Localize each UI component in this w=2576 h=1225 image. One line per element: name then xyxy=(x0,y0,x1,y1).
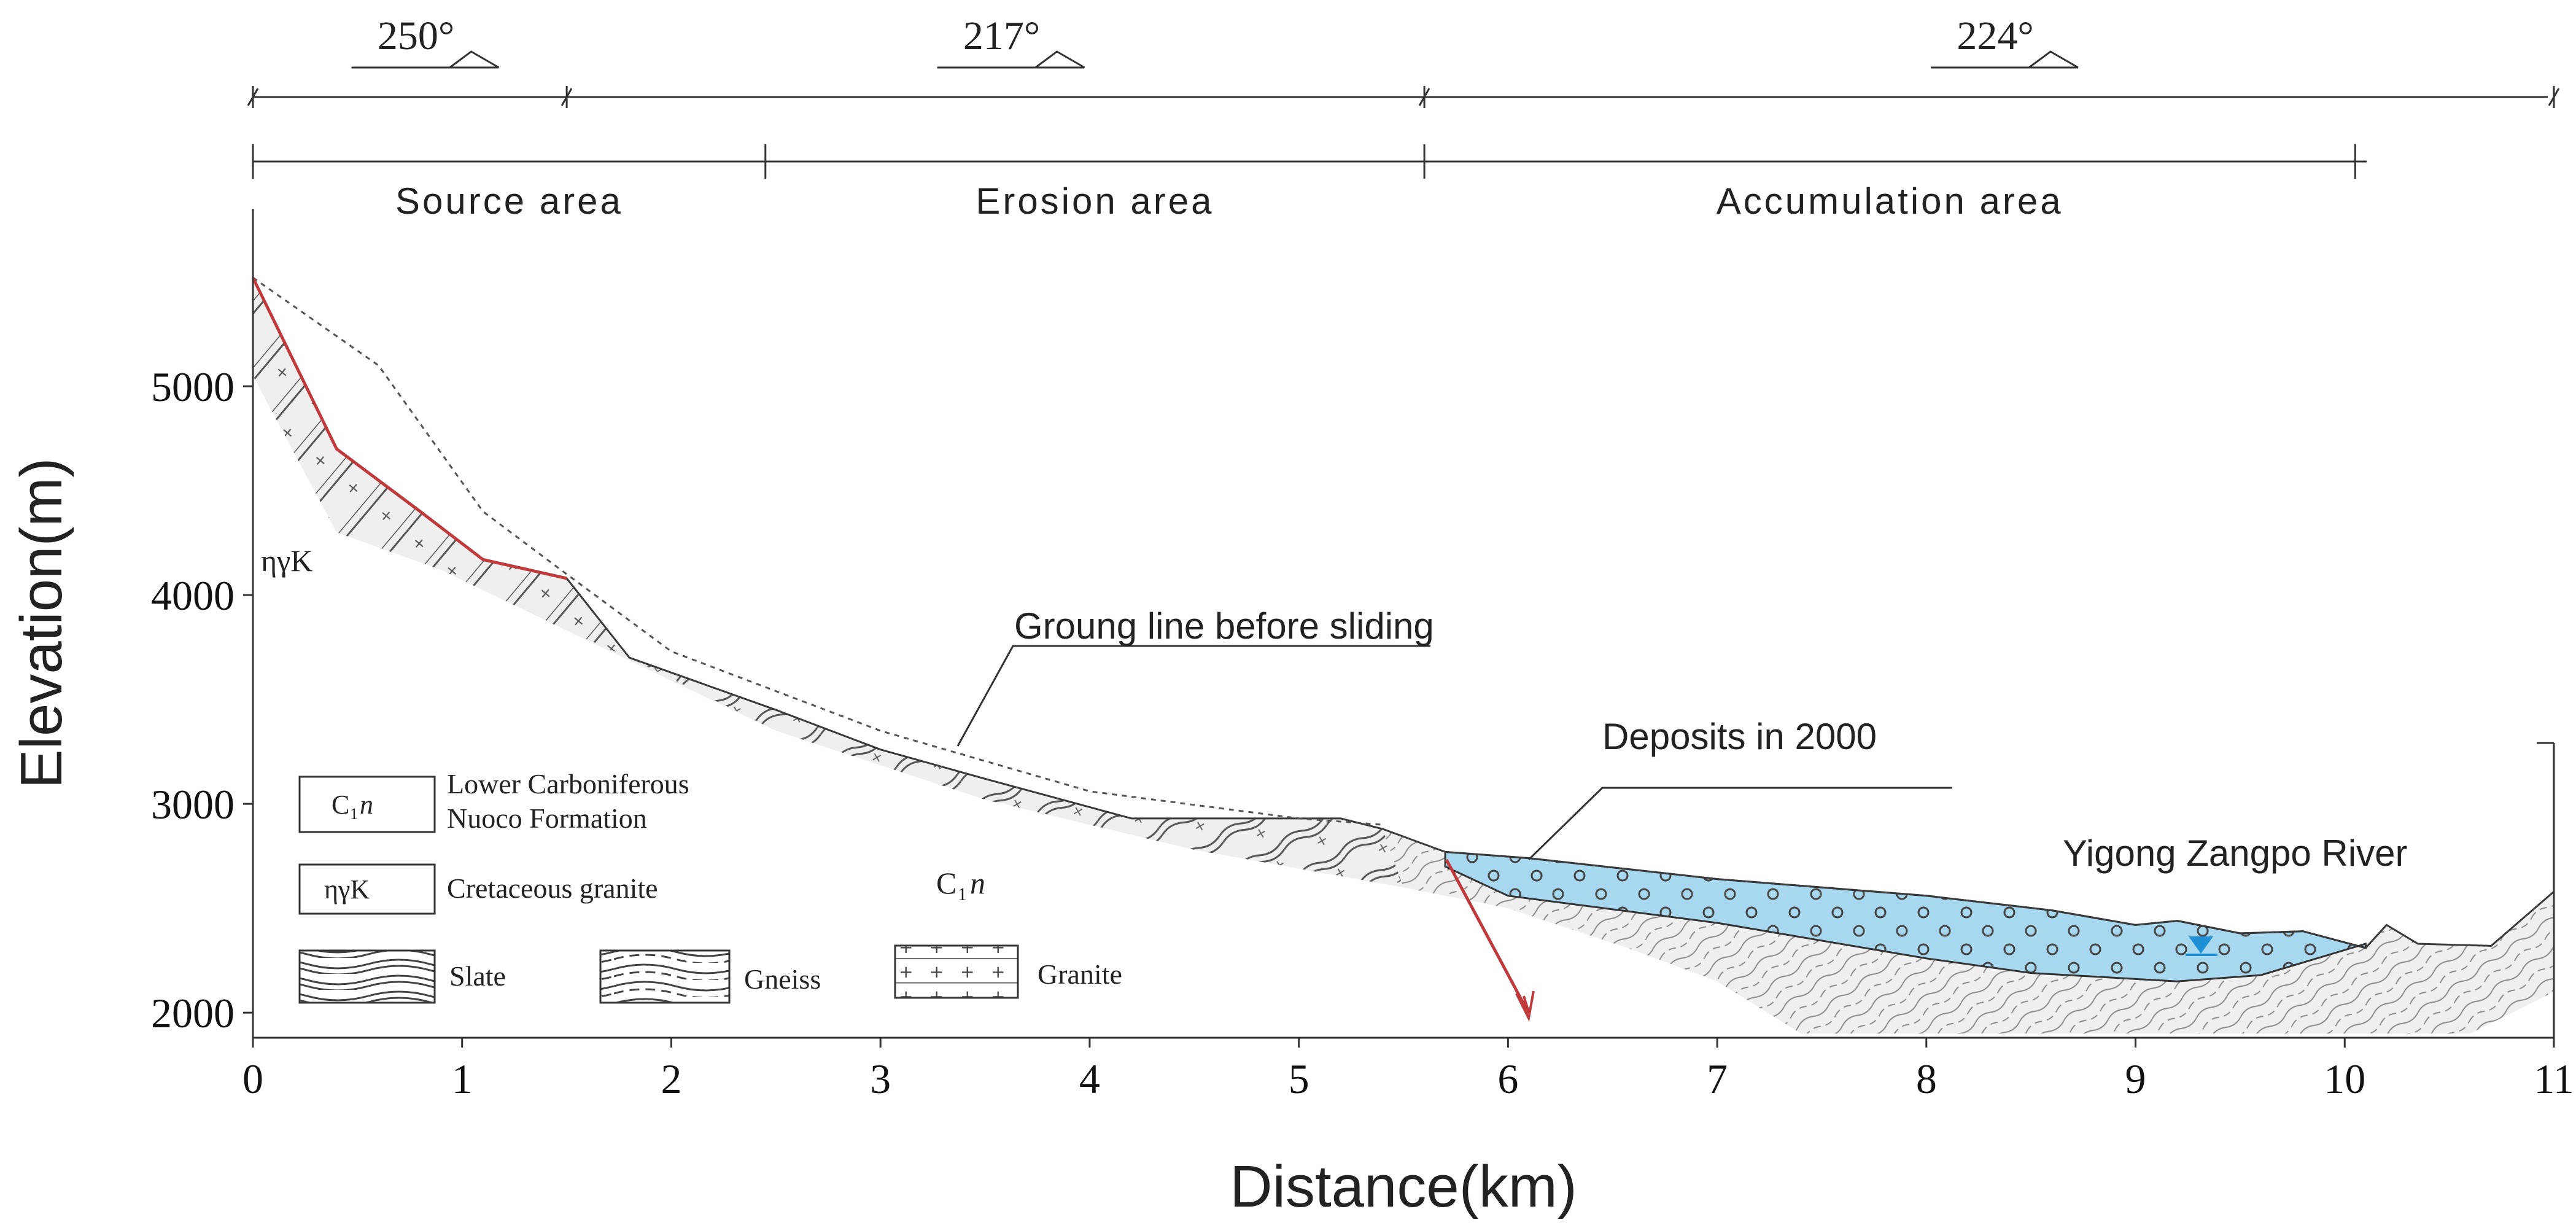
legend-c1n-box xyxy=(298,776,436,833)
zone-label-accumulation-area: Accumulation area xyxy=(1717,181,2063,222)
svg-text:ηγK: ηγK xyxy=(324,874,370,904)
svg-text:C: C xyxy=(332,790,349,820)
slope-direction-217deg: 217° xyxy=(937,14,1085,69)
x-axis-title: Distance(km) xyxy=(1230,1154,1577,1219)
legend: C 1 n Lower Carboniferous Nuoco Formatio… xyxy=(298,768,1122,1004)
dip-symbol-arrow xyxy=(2028,50,2079,69)
slate-zone xyxy=(629,658,1403,888)
legend-granite-label: Granite xyxy=(1038,959,1122,990)
annotations: Groung line before sliding Deposits in 2… xyxy=(261,543,2407,904)
sliding-scarp xyxy=(251,277,567,580)
legend-granite-unit-box xyxy=(298,863,436,915)
svg-text:n: n xyxy=(970,866,985,900)
sliding-arrow xyxy=(1445,858,1535,1022)
ground-line-leader xyxy=(956,645,1430,747)
y-ticks: 2000 3000 4000 5000 xyxy=(151,364,253,1036)
svg-text:C: C xyxy=(936,866,956,900)
granite-zone xyxy=(253,278,630,658)
zone-group: Source area Erosion area Accumulation area xyxy=(252,144,2356,222)
ground-line-label: Groung line before sliding xyxy=(1014,605,1434,647)
x-tick-label-0: 0 xyxy=(242,1056,263,1102)
x-tick-label-7: 7 xyxy=(1707,1056,1728,1102)
slope-direction-250deg: 250° xyxy=(351,14,500,69)
x-tick-label-9: 9 xyxy=(2125,1056,2146,1102)
ground-line-before-sliding xyxy=(252,276,1383,826)
deposits-leader xyxy=(1527,787,1952,861)
svg-text:1: 1 xyxy=(350,805,358,823)
dir-slash xyxy=(247,88,259,106)
river-water-level xyxy=(2186,936,2217,956)
zone-label-source-area: Source area xyxy=(395,181,623,222)
slope-direction-label: 250° xyxy=(378,14,454,58)
x-tick-label-2: 2 xyxy=(661,1056,681,1102)
svg-text:n: n xyxy=(360,790,373,820)
top-bars xyxy=(253,96,2548,163)
y-tick-label-5000: 5000 xyxy=(151,364,235,410)
y-tick-label-4000: 4000 xyxy=(151,572,235,619)
x-tick-label-11: 11 xyxy=(2534,1056,2574,1102)
legend-slate-label: Slate xyxy=(449,960,506,992)
bedrock-body xyxy=(253,278,2554,1034)
y-axis-title: Elevation(m) xyxy=(9,458,74,789)
dip-symbol-arrow xyxy=(449,50,500,69)
slope-direction-label: 217° xyxy=(963,14,1040,58)
legend-slate-swatch xyxy=(298,949,436,1004)
zone-label-erosion-area: Erosion area xyxy=(976,181,1214,222)
legend-gneiss-label: Gneiss xyxy=(744,963,821,995)
formation-unit-label: C 1 n xyxy=(936,866,985,904)
slope-direction-group: 250° 217° 224° xyxy=(247,14,2560,108)
x-ticks: 0 1 2 3 4 5 6 7 8 9 10 11 xyxy=(242,1038,2574,1102)
dir-slash xyxy=(561,88,573,106)
legend-granite-swatch xyxy=(894,944,1019,999)
legend-c1n-desc-1: Lower Carboniferous xyxy=(447,768,689,799)
legend-c1n-desc-2: Nuoco Formation xyxy=(447,803,647,834)
x-tick-label-1: 1 xyxy=(452,1056,473,1102)
legend-granite-unit-desc: Cretaceous granite xyxy=(447,873,658,904)
dir-slash xyxy=(2548,88,2560,106)
dir-slash xyxy=(1418,88,1430,106)
x-tick-label-6: 6 xyxy=(1497,1056,1518,1102)
granite-unit-label: ηγK xyxy=(261,543,312,578)
svg-text:1: 1 xyxy=(958,884,967,904)
y-tick-label-3000: 3000 xyxy=(151,781,235,828)
legend-gneiss-swatch xyxy=(599,949,731,1004)
x-tick-label-8: 8 xyxy=(1916,1056,1937,1102)
river-label: Yigong Zangpo River xyxy=(2063,833,2407,874)
x-tick-label-10: 10 xyxy=(2324,1056,2365,1102)
slope-direction-label: 224° xyxy=(1957,14,2033,58)
slope-direction-224deg: 224° xyxy=(1931,14,2079,69)
geology-section xyxy=(251,276,2555,1038)
x-tick-label-5: 5 xyxy=(1289,1056,1309,1102)
x-tick-label-3: 3 xyxy=(870,1056,891,1102)
deposits-label: Deposits in 2000 xyxy=(1602,716,1877,757)
x-tick-label-4: 4 xyxy=(1079,1056,1100,1102)
dip-symbol-arrow xyxy=(1034,50,1085,69)
y-tick-label-2000: 2000 xyxy=(151,990,235,1036)
current-ground-surface xyxy=(252,277,2555,949)
